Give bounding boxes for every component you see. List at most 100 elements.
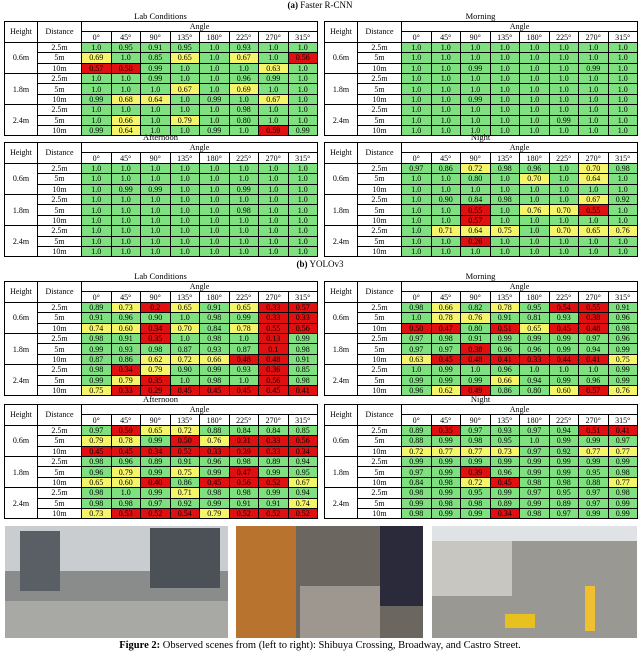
score-cell: 1.0 bbox=[169, 173, 200, 185]
score-cell: 0.99 bbox=[548, 114, 579, 126]
distance-label: 10m bbox=[37, 507, 82, 520]
score-cell: 0.99 bbox=[258, 72, 289, 85]
score-cell: 0.95 bbox=[460, 487, 491, 499]
height-label: 0.6m bbox=[4, 41, 38, 74]
score-cell: 1.0 bbox=[258, 245, 289, 258]
score-cell: 0.91 bbox=[110, 332, 141, 345]
score-cell: 1.0 bbox=[199, 114, 230, 126]
score-cell: 0.98 bbox=[607, 162, 639, 175]
score-cell: 1.0 bbox=[140, 214, 171, 227]
score-cell: 1.0 bbox=[199, 162, 230, 175]
score-cell: 0.59 bbox=[110, 424, 141, 437]
distance-label: 10m bbox=[357, 245, 402, 258]
score-cell: 0.98 bbox=[199, 312, 230, 324]
score-cell: 0.99 bbox=[430, 374, 461, 386]
score-cell: 0.86 bbox=[110, 353, 141, 366]
data-row: 0.6m 2.5m 1.0 1.0 1.0 1.0 1.0 1.0 1.0 1.0 bbox=[324, 41, 639, 74]
score-cell: 0.99 bbox=[140, 72, 171, 85]
distance-header: Distance bbox=[37, 404, 82, 426]
score-cell: 0.98 bbox=[519, 507, 550, 520]
score-cell: 0.85 bbox=[287, 364, 319, 376]
score-cell: 1.0 bbox=[460, 104, 491, 116]
result-table: Height Distance Angle 0° 45° 90° 135° 180° 225° 2… bbox=[4, 280, 319, 397]
distance-header: Distance bbox=[357, 281, 402, 303]
height-header: Height bbox=[4, 404, 38, 426]
score-cell: 1.0 bbox=[258, 104, 289, 116]
header-row: Height Distance Angle bbox=[324, 280, 639, 303]
score-cell: 0.75 bbox=[607, 353, 639, 366]
score-cell: 1.0 bbox=[430, 41, 461, 54]
score-cell: 0.63 bbox=[258, 62, 289, 74]
score-cell: 1.0 bbox=[81, 72, 112, 85]
distance-label: 2.5m bbox=[37, 424, 82, 437]
score-cell: 1.0 bbox=[519, 183, 550, 195]
score-cell: 0.99 bbox=[140, 466, 171, 478]
score-cell: 1.0 bbox=[430, 72, 461, 85]
score-cell: 1.0 bbox=[81, 183, 112, 195]
score-cell: 0.67 bbox=[578, 193, 609, 206]
score-cell: 0.95 bbox=[169, 41, 200, 54]
score-cell: 0.99 bbox=[199, 93, 230, 106]
score-cell: 0.93 bbox=[110, 343, 141, 355]
data-row: 5m 0.98 0.98 0.97 0.92 0.99 0.91 0.91 0.74 bbox=[5, 497, 319, 509]
table-title: Afternoon bbox=[143, 394, 178, 404]
score-cell: 0.64 bbox=[140, 93, 171, 106]
score-cell: 0.99 bbox=[228, 312, 259, 324]
score-cell: 0.56 bbox=[228, 476, 259, 489]
score-cell: 1.0 bbox=[430, 62, 461, 74]
score-cell: 1.0 bbox=[607, 183, 639, 195]
score-cell: 0.97 bbox=[460, 424, 491, 437]
score-cell: 0.98 bbox=[228, 487, 259, 499]
score-cell: 1.0 bbox=[287, 214, 319, 227]
angle-label: 135° bbox=[169, 31, 200, 43]
score-cell: 0.99 bbox=[258, 466, 289, 478]
distance-label: 5m bbox=[357, 52, 402, 64]
score-cell: 0.99 bbox=[607, 455, 639, 468]
distance-label: 5m bbox=[37, 52, 82, 64]
score-cell: 0.91 bbox=[81, 312, 112, 324]
result-table: Height Distance Angle 0° 45° 90° 135° 180° 225° 2… bbox=[4, 20, 319, 137]
data-row: 10m 1.0 1.0 1.0 1.0 1.0 1.0 1.0 1.0 bbox=[5, 245, 319, 258]
distance-label: 2.5m bbox=[37, 332, 82, 345]
section-label: (b) YOLOv3 bbox=[0, 259, 640, 269]
distance-label: 10m bbox=[357, 384, 402, 397]
score-cell: 0.63 bbox=[401, 353, 432, 366]
score-cell: 0.89 bbox=[548, 497, 579, 509]
score-cell: 0.66 bbox=[110, 114, 141, 126]
score-cell: 1.0 bbox=[430, 104, 461, 116]
angle-label: 270° bbox=[578, 414, 609, 426]
score-cell: 1.0 bbox=[140, 83, 171, 95]
angle-label: 45° bbox=[110, 291, 141, 303]
score-cell: 0.75 bbox=[81, 384, 112, 397]
score-cell: 1.0 bbox=[169, 214, 200, 227]
score-cell: 0.76 bbox=[607, 384, 639, 397]
score-cell: 1.0 bbox=[548, 104, 579, 116]
angle-label: 45° bbox=[430, 291, 461, 303]
score-cell: 1.0 bbox=[81, 245, 112, 258]
score-cell: 0.73 bbox=[81, 507, 112, 520]
score-cell: 1.0 bbox=[169, 374, 200, 386]
distance-label: 10m bbox=[357, 507, 402, 520]
score-cell: 1.0 bbox=[169, 332, 200, 345]
score-cell: 1.0 bbox=[258, 173, 289, 185]
angle-label: 315° bbox=[607, 414, 639, 426]
score-cell: 1.0 bbox=[607, 41, 639, 54]
score-cell: 1.0 bbox=[519, 83, 550, 95]
distance-label: 5m bbox=[37, 374, 82, 386]
score-cell: 0.70 bbox=[548, 225, 579, 237]
angle-label: 135° bbox=[489, 152, 520, 164]
score-cell: 1.0 bbox=[258, 235, 289, 247]
angle-label: 0° bbox=[401, 414, 432, 426]
score-cell: 0.53 bbox=[110, 507, 141, 520]
score-cell: 0.36 bbox=[258, 364, 289, 376]
score-cell: 0.96 bbox=[489, 466, 520, 478]
data-row: 10m 0.84 0.98 0.72 0.45 0.98 0.98 0.88 0.77 bbox=[325, 476, 639, 489]
angle-label: 90° bbox=[140, 152, 171, 164]
score-cell: 0.99 bbox=[199, 497, 230, 509]
score-cell: 0.33 bbox=[258, 312, 289, 324]
data-row: 0.6m 2.5m 0.97 0.59 0.65 0.72 0.88 0.84 0.84 0.85 bbox=[4, 424, 319, 457]
score-cell: 1.0 bbox=[607, 72, 639, 85]
score-cell: 0.88 bbox=[578, 476, 609, 489]
score-cell: 0.99 bbox=[548, 435, 579, 447]
